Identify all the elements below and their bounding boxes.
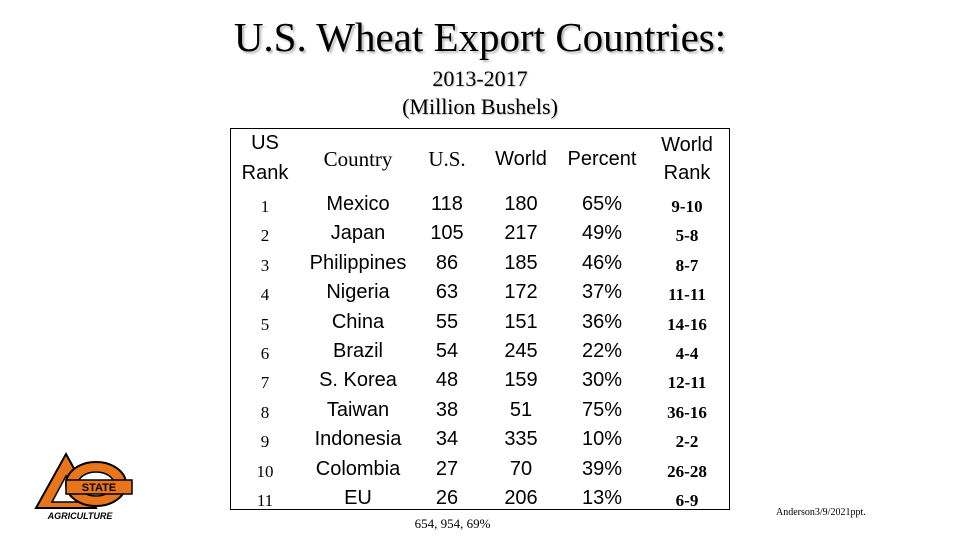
cell-country: Nigeria (326, 281, 390, 304)
header-world: World (495, 148, 547, 170)
slide-subtitle-years: 2013-2017 (432, 66, 528, 91)
cell-us: 55 (435, 310, 459, 333)
oklahoma-state-agriculture-logo: STATE AGRICULTURE (28, 451, 133, 521)
cell-us: 86 (435, 251, 459, 274)
cell-country: Philippines (309, 251, 407, 274)
cell-world-rank: 2-2 (675, 432, 699, 452)
cell-world: 185 (504, 251, 538, 274)
cell-country: Japan (330, 222, 386, 245)
cell-world: 180 (504, 193, 538, 215)
cell-percent: 65% (581, 193, 623, 215)
cell-us-rank: 9 (260, 432, 270, 452)
cell-world-rank: 26-28 (667, 461, 707, 481)
cell-country: EU (344, 487, 372, 509)
cell-us: 27 (435, 457, 459, 480)
cell-country: S. Korea (319, 369, 397, 392)
cell-us-rank: 6 (260, 344, 270, 363)
cell-percent: 30% (581, 369, 623, 392)
cell-us-rank: 8 (260, 402, 270, 422)
header-world-rank-line2: Rank (663, 162, 711, 184)
cell-world-rank: 8-7 (675, 255, 699, 275)
cell-world-rank: 5-8 (675, 226, 699, 246)
cell-us: 63 (435, 281, 459, 304)
cell-country: Taiwan (326, 398, 390, 421)
cell-world-rank: 6-9 (675, 491, 699, 510)
cell-world: 172 (504, 281, 538, 304)
cell-world: 159 (504, 369, 538, 392)
cell-percent: 49% (581, 222, 623, 245)
cell-us-rank: 2 (260, 226, 270, 246)
cell-country: Mexico (326, 193, 390, 215)
cell-us-rank: 10 (256, 461, 274, 481)
cell-world: 335 (504, 428, 538, 451)
cell-world-rank: 11-11 (668, 285, 706, 305)
cell-us-rank: 3 (260, 255, 270, 275)
cell-world-rank: 14-16 (667, 314, 707, 334)
header-us-rank-line1: US (251, 132, 279, 154)
cell-percent: 46% (581, 251, 623, 274)
cell-country: China (331, 310, 385, 333)
cell-us-rank: 7 (260, 373, 270, 393)
cell-us: 48 (435, 369, 459, 392)
cell-world-rank: 12-11 (667, 373, 707, 393)
header-percent: Percent (567, 148, 637, 170)
cell-world-rank: 36-16 (667, 402, 707, 422)
credit-text: Anderson3/9/2021ppt. (776, 507, 866, 518)
cell-world: 51 (509, 398, 533, 421)
cell-world: 206 (504, 487, 538, 509)
cell-percent: 22% (581, 340, 623, 362)
cell-us: 34 (435, 428, 459, 451)
cell-world-rank: 9-10 (671, 197, 703, 216)
cell-us-rank: 4 (260, 285, 270, 305)
cell-world: 70 (509, 457, 533, 480)
cell-us: 118 (431, 193, 463, 215)
cell-us: 38 (435, 398, 459, 421)
cell-us-rank: 11 (256, 491, 274, 510)
cell-percent: 37% (581, 281, 623, 304)
slide-subtitle-units: (Million Bushels) (402, 94, 558, 119)
cell-world: 217 (504, 222, 538, 245)
slide-title: U.S. Wheat Export Countries: (233, 14, 727, 60)
cell-country: Colombia (315, 457, 401, 480)
cell-percent: 75% (581, 398, 623, 421)
cell-world: 151 (504, 310, 538, 333)
header-us: U.S. (428, 147, 466, 171)
header-us-rank-line2: Rank (241, 162, 289, 184)
cell-percent: 10% (581, 428, 623, 451)
cell-world: 245 (504, 340, 538, 362)
cell-us: 105 (430, 222, 464, 245)
footnote-totals: 654, 954, 69% (414, 516, 491, 531)
cell-percent: 13% (581, 487, 623, 509)
export-table: US Rank Country U.S. World Percent World… (230, 128, 730, 510)
cell-percent: 36% (581, 310, 623, 333)
cell-country: Indonesia (314, 428, 402, 451)
logo-text: AGRICULTURE (47, 511, 114, 521)
cell-world-rank: 4-4 (675, 344, 699, 363)
cell-us-rank: 5 (260, 314, 270, 334)
cell-us-rank: 1 (260, 197, 270, 216)
cell-us: 54 (435, 340, 459, 362)
svg-text:STATE: STATE (82, 482, 116, 494)
cell-country: Brazil (332, 340, 383, 362)
cell-us: 26 (435, 487, 459, 509)
header-country: Country (323, 147, 393, 171)
header-world-rank-line1: World (661, 134, 713, 156)
cell-percent: 39% (581, 457, 623, 480)
